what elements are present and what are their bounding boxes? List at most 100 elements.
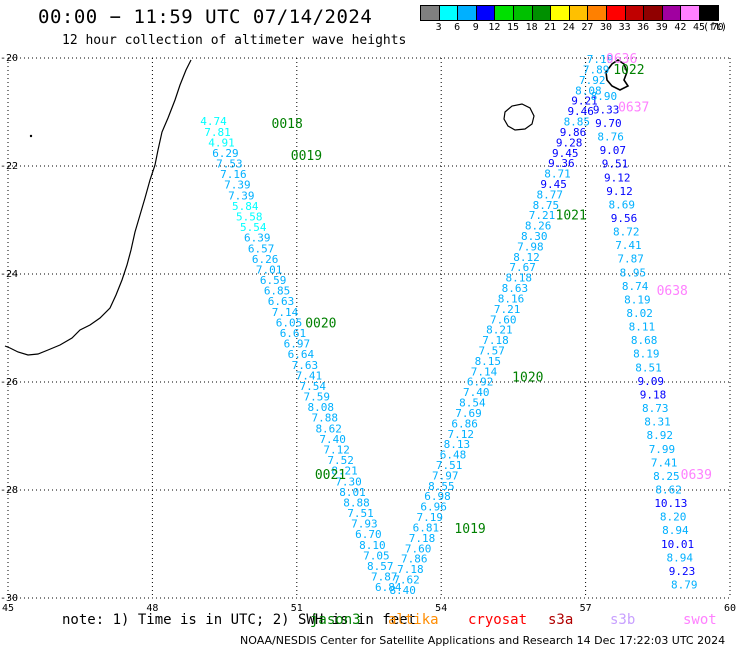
swh-value-label: 6.05 (276, 316, 303, 329)
swh-value-label: 9.07 (600, 144, 627, 157)
x-tick-label: 54 (435, 603, 447, 614)
swh-value-label: 6.86 (451, 417, 478, 430)
colorbar-tick-label: 36 (637, 22, 650, 33)
swh-value-label: 7.92 (579, 74, 606, 87)
swh-value-label: 8.72 (613, 226, 640, 239)
colorbar-swatch (605, 5, 625, 21)
y-tick-label: -28 (0, 485, 18, 496)
mission-legend-entry: altika (388, 612, 439, 628)
colorbar-swatch (661, 5, 681, 21)
swh-value-label: 8.40 (389, 584, 416, 597)
pass-time-label: 0020 (305, 317, 336, 332)
swh-value-label: 8.76 (597, 131, 624, 144)
colorbar-tick-label: 70 (711, 22, 724, 33)
swh-value-label: 9.36 (548, 157, 575, 170)
swh-value-label: 7.14 (471, 365, 498, 378)
swh-value-label: 8.16 (498, 292, 525, 305)
swh-value-label: 7.86 (401, 553, 428, 566)
swh-value-label: 8.08 (575, 84, 602, 97)
x-tick-label: 51 (291, 603, 303, 614)
colorbar-tick-label: 45 (692, 22, 706, 33)
swh-value-label: 8.25 (653, 470, 680, 483)
swh-value-label: 8.90 (591, 90, 618, 103)
swh-value-label: 7.52 (327, 454, 354, 467)
swh-value-label: 7.87 (371, 571, 398, 584)
swh-value-label: 6.29 (212, 147, 239, 160)
swh-value-label: 9.23 (669, 565, 696, 578)
swh-value-label: 9.51 (602, 158, 629, 171)
swh-value-label: 7.93 (351, 518, 378, 531)
swh-value-label: 7.40 (463, 386, 490, 399)
x-tick-label: 45 (2, 603, 14, 614)
colorbar-tick-label: 24 (562, 22, 575, 33)
swh-value-label: 8.12 (513, 251, 540, 264)
swh-value-label: 8.11 (629, 321, 656, 334)
swh-value-label: 7.05 (363, 549, 390, 562)
colorbar-swatch (643, 5, 662, 21)
swh-value-label: 8.21 (486, 324, 513, 337)
mauritius-island (605, 59, 630, 91)
colorbar-ticks: 3 6 9 12 15 18 21 24 27 30 33 36 39 42 45 70 (420, 22, 734, 34)
swh-value-label: 8.13 (444, 438, 471, 451)
swh-value-label: 6.85 (264, 285, 291, 298)
y-tick-label: -22 (0, 161, 18, 172)
swh-value-label: 7.14 (272, 306, 299, 319)
swh-value-label: 8.94 (662, 524, 689, 537)
swh-value-label: 7.41 (651, 456, 678, 469)
pass-time-label: 0636 (606, 52, 637, 67)
swh-value-label: 6.97 (284, 338, 311, 351)
swh-value-label: 8.55 (428, 480, 455, 493)
swh-value-label: 8.30 (521, 230, 548, 243)
swh-value-label: 9.86 (560, 126, 587, 139)
colorbar-tick-label: 3 (435, 22, 442, 33)
axis-ticks: 45 48 51 54 57 60 -20 -22 -24 -26 -28 -30 (0, 53, 736, 614)
swh-value-label: 8.69 (609, 198, 636, 211)
swh-value-label: 6.64 (288, 348, 315, 361)
swh-value-label: 8.94 (667, 551, 694, 564)
swh-value-label: 7.89 (583, 63, 610, 76)
swh-value-label: 8.26 (525, 220, 552, 233)
swh-value-label: 8.79 (671, 579, 698, 592)
colorbar-tick-label: 6 (454, 22, 461, 33)
x-tick-label: 57 (580, 603, 592, 614)
swh-value-label: 7.63 (292, 359, 319, 372)
colorbar-tick-label: 18 (525, 22, 538, 33)
colorbar-swatch (587, 5, 606, 21)
swh-value-label: 9.18 (640, 388, 667, 401)
mission-legend-entry: cryosat (468, 612, 528, 628)
x-tick-label: 48 (146, 603, 158, 614)
colorbar-swatch (550, 5, 569, 21)
colorbar-tick-label: 15 (506, 22, 520, 33)
pass-time-label: 0019 (291, 149, 322, 164)
swh-value-label: 8.85 (564, 116, 591, 129)
swh-value-label: 7.54 (300, 380, 327, 393)
chart-subtitle: 12 hour collection of altimeter wave hei… (62, 33, 407, 48)
swh-value-label: 8.19 (633, 348, 660, 361)
swh-value-label: 9.45 (552, 147, 579, 160)
pass-time-label: 1020 (512, 371, 543, 386)
chart-title: 00:00 − 11:59 UTC 07/14/2024 (38, 6, 373, 28)
swh-value-label: 9.56 (611, 212, 638, 225)
swh-value-label: 7.62 (393, 573, 420, 586)
swh-value-label: 7.21 (494, 303, 521, 316)
swh-value-label: 8.20 (660, 511, 687, 524)
colorbar-swatch (512, 5, 532, 21)
pass-time-label: 1022 (613, 63, 644, 78)
swh-value-label: 8.10 (359, 539, 386, 552)
colorbar-swatch (475, 5, 495, 21)
colorbar-tick-label: 27 (581, 22, 594, 33)
swh-value-label: 9.33 (593, 103, 620, 116)
swh-value-label: 6.63 (268, 295, 295, 308)
swh-value-label: 9.28 (556, 136, 583, 149)
swh-value-label: 8.92 (646, 429, 673, 442)
swh-value-label: 8.75 (533, 199, 560, 212)
pass-time-label: 1019 (454, 522, 485, 537)
madagascar-coastline (4, 59, 192, 356)
swh-value-label: 8.31 (644, 416, 671, 429)
swh-value-label: 7.12 (323, 444, 350, 457)
pass-time-label: 0638 (657, 284, 688, 299)
pass-time-label: 0021 (315, 468, 346, 483)
colorbar (420, 5, 719, 21)
colorbar-swatch (531, 5, 551, 21)
swh-value-label: 7.69 (455, 407, 482, 420)
